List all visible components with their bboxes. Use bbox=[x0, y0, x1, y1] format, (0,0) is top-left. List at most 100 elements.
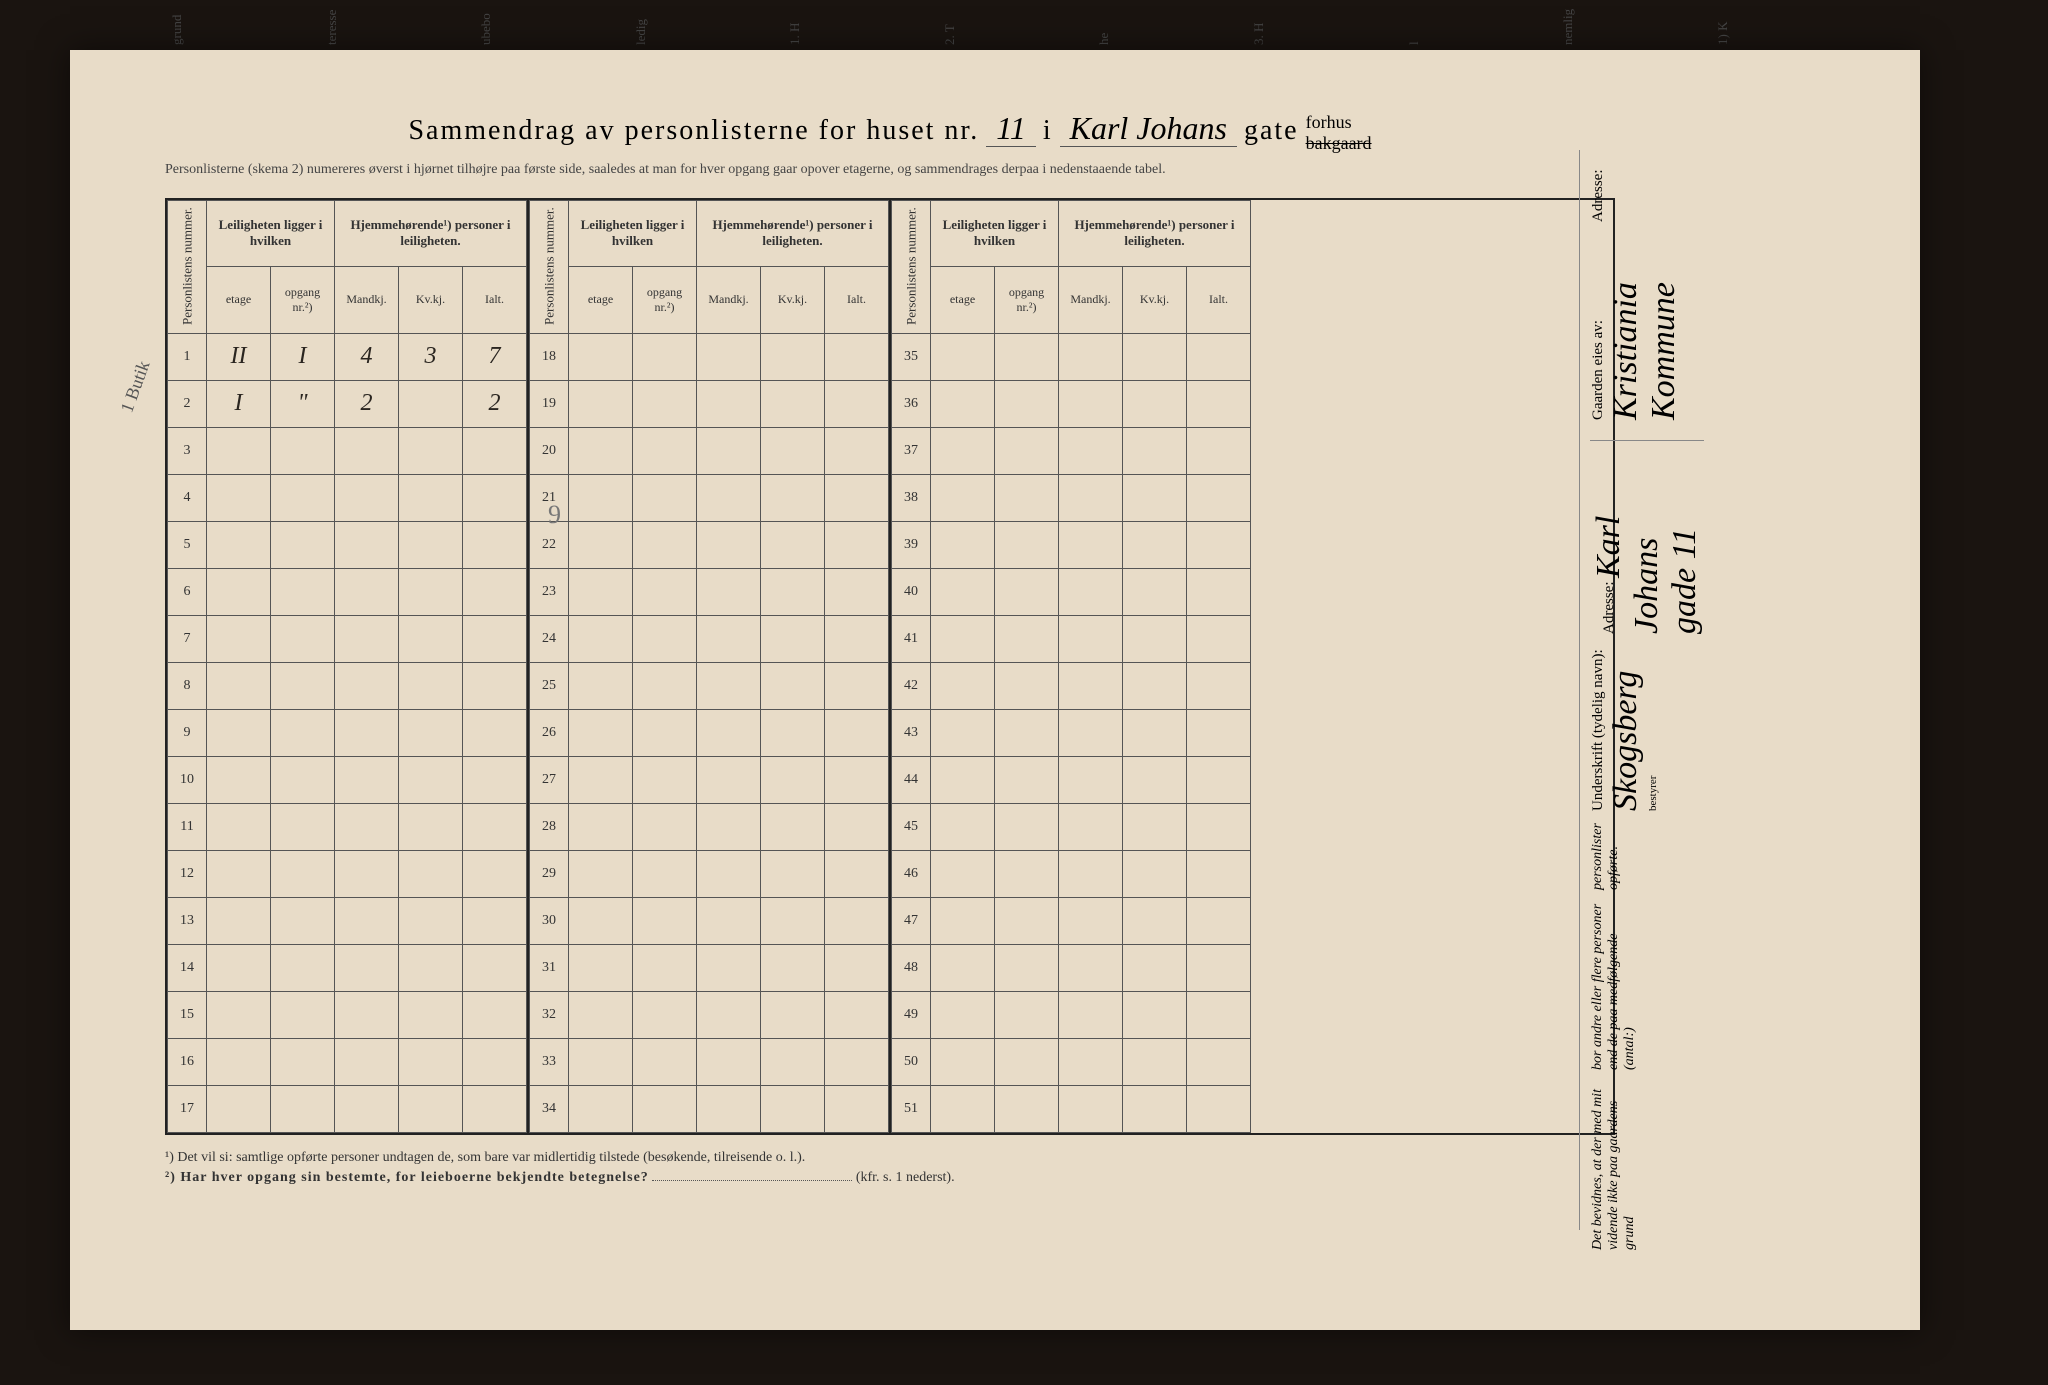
row-number: 47 bbox=[892, 897, 931, 944]
table-row: 37 bbox=[892, 427, 1251, 474]
row-number: 24 bbox=[530, 615, 569, 662]
sub-mandkj: Mandkj. bbox=[335, 267, 399, 334]
cell-opgang bbox=[633, 850, 697, 897]
table-row: 3 bbox=[168, 427, 527, 474]
document-page: 1 Butik Sammendrag av personlisterne for… bbox=[70, 50, 1920, 1330]
cell-opgang bbox=[633, 709, 697, 756]
cell-opgang bbox=[633, 897, 697, 944]
cell-etage bbox=[569, 991, 633, 1038]
table-row: 15 bbox=[168, 991, 527, 1038]
cell-mandkj bbox=[1059, 803, 1123, 850]
cell-opgang bbox=[271, 991, 335, 1038]
cell-etage bbox=[931, 521, 995, 568]
cell-ialt bbox=[1187, 474, 1251, 521]
cell-mandkj bbox=[697, 521, 761, 568]
attest-line-2: bor andre eller flere personer end de pa… bbox=[1590, 902, 1704, 1070]
adresse2-label: Adresse: bbox=[1590, 170, 1606, 223]
cell-kvkj bbox=[761, 474, 825, 521]
cell-kvkj bbox=[1123, 380, 1187, 427]
col-personlistens: Personlistens nummer. bbox=[168, 200, 207, 333]
cell-mandkj bbox=[335, 474, 399, 521]
cell-kvkj bbox=[1123, 568, 1187, 615]
table-row: 45 bbox=[892, 803, 1251, 850]
cell-etage bbox=[569, 944, 633, 991]
bakgaard-label: bakgaard bbox=[1306, 133, 1372, 153]
table-row: 9 bbox=[168, 709, 527, 756]
cell-kvkj bbox=[399, 521, 463, 568]
cell-kvkj bbox=[1123, 1038, 1187, 1085]
cell-kvkj bbox=[761, 850, 825, 897]
table-row: 38 bbox=[892, 474, 1251, 521]
cell-kvkj bbox=[399, 756, 463, 803]
cell-etage: II bbox=[207, 333, 271, 380]
cell-ialt bbox=[825, 944, 889, 991]
cell-mandkj bbox=[697, 944, 761, 991]
col-personlistens: Personlistens nummer. bbox=[530, 200, 569, 333]
table-row: 34 bbox=[530, 1085, 889, 1132]
main-content: Sammendrag av personlisterne for huset n… bbox=[165, 110, 1615, 1190]
cell-kvkj bbox=[1123, 850, 1187, 897]
cell-mandkj bbox=[1059, 709, 1123, 756]
cell-etage bbox=[569, 897, 633, 944]
cell-mandkj bbox=[335, 991, 399, 1038]
cell-opgang bbox=[995, 333, 1059, 380]
cell-ialt bbox=[463, 568, 527, 615]
row-number: 11 bbox=[168, 803, 207, 850]
cell-ialt bbox=[1187, 662, 1251, 709]
cell-opgang bbox=[995, 521, 1059, 568]
cell-mandkj bbox=[335, 427, 399, 474]
cell-ialt bbox=[1187, 850, 1251, 897]
title-prefix: Sammendrag av personlisterne for huset n… bbox=[408, 115, 979, 146]
pencil-sum: 9 bbox=[548, 500, 561, 530]
cell-etage bbox=[569, 1038, 633, 1085]
row-number: 13 bbox=[168, 897, 207, 944]
margin-handwritten-note: 1 Butik bbox=[116, 358, 154, 415]
cell-opgang bbox=[633, 756, 697, 803]
cell-etage bbox=[931, 1085, 995, 1132]
cell-mandkj bbox=[1059, 756, 1123, 803]
cell-ialt bbox=[825, 521, 889, 568]
cell-opgang bbox=[271, 803, 335, 850]
row-number: 12 bbox=[168, 850, 207, 897]
cell-ialt bbox=[463, 521, 527, 568]
cell-ialt bbox=[1187, 380, 1251, 427]
cell-ialt bbox=[463, 991, 527, 1038]
cell-kvkj bbox=[761, 662, 825, 709]
table-row: 5 bbox=[168, 521, 527, 568]
cell-etage bbox=[207, 1038, 271, 1085]
row-number: 44 bbox=[892, 756, 931, 803]
title-i: i bbox=[1043, 115, 1053, 146]
cell-etage bbox=[569, 756, 633, 803]
cell-ialt bbox=[825, 568, 889, 615]
cell-ialt bbox=[463, 474, 527, 521]
table-row: 43 bbox=[892, 709, 1251, 756]
table-row: 12 bbox=[168, 850, 527, 897]
cell-kvkj bbox=[1123, 991, 1187, 1038]
cell-etage bbox=[931, 333, 995, 380]
cell-opgang bbox=[995, 897, 1059, 944]
cell-kvkj bbox=[761, 380, 825, 427]
cell-opgang bbox=[633, 803, 697, 850]
row-number: 29 bbox=[530, 850, 569, 897]
cell-kvkj bbox=[761, 897, 825, 944]
table-row: 20 bbox=[530, 427, 889, 474]
table-row: 46 bbox=[892, 850, 1251, 897]
row-number: 43 bbox=[892, 709, 931, 756]
cell-mandkj bbox=[697, 615, 761, 662]
cell-opgang bbox=[271, 474, 335, 521]
cell-ialt bbox=[463, 944, 527, 991]
row-number: 35 bbox=[892, 333, 931, 380]
cell-kvkj bbox=[761, 803, 825, 850]
cell-ialt: 7 bbox=[463, 333, 527, 380]
table-row: 10 bbox=[168, 756, 527, 803]
table-row: 17 bbox=[168, 1085, 527, 1132]
table-row: 8 bbox=[168, 662, 527, 709]
cell-ialt: 2 bbox=[463, 380, 527, 427]
title-gate: gate bbox=[1244, 115, 1299, 146]
cell-ialt bbox=[1187, 615, 1251, 662]
table-row: 47 bbox=[892, 897, 1251, 944]
cell-kvkj bbox=[761, 991, 825, 1038]
row-number: 26 bbox=[530, 709, 569, 756]
sub-mandkj: Mandkj. bbox=[697, 267, 761, 334]
cell-opgang bbox=[995, 427, 1059, 474]
